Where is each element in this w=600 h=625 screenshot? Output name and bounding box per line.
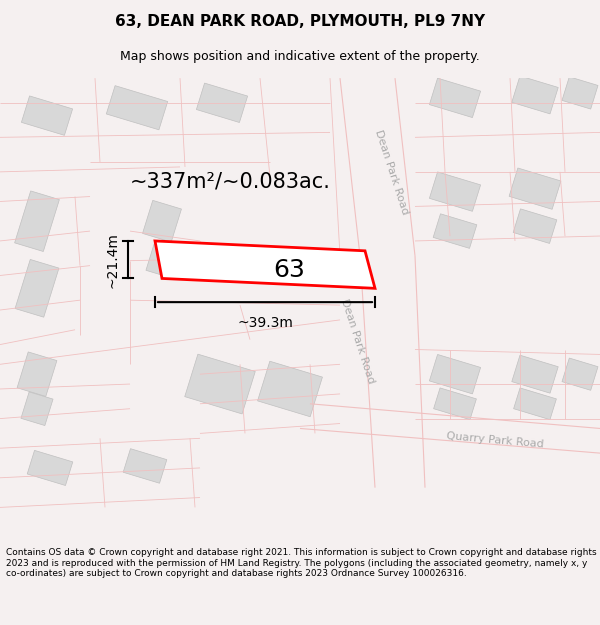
Polygon shape	[106, 86, 167, 130]
Text: Map shows position and indicative extent of the property.: Map shows position and indicative extent…	[120, 50, 480, 62]
Polygon shape	[27, 451, 73, 486]
Polygon shape	[562, 77, 598, 109]
Polygon shape	[146, 244, 178, 278]
Text: Quarry Park Road: Quarry Park Road	[446, 431, 544, 449]
Polygon shape	[433, 214, 477, 248]
Polygon shape	[257, 361, 322, 417]
Text: 63: 63	[274, 258, 305, 282]
Polygon shape	[434, 388, 476, 419]
Polygon shape	[15, 259, 59, 317]
Polygon shape	[21, 392, 53, 426]
Polygon shape	[512, 76, 558, 114]
Polygon shape	[14, 191, 59, 251]
Polygon shape	[17, 352, 57, 396]
Polygon shape	[155, 241, 375, 288]
Text: 63, DEAN PARK ROAD, PLYMOUTH, PL9 7NY: 63, DEAN PARK ROAD, PLYMOUTH, PL9 7NY	[115, 14, 485, 29]
Polygon shape	[430, 78, 481, 118]
Text: ~39.3m: ~39.3m	[237, 316, 293, 330]
Text: ~337m²/~0.083ac.: ~337m²/~0.083ac.	[130, 172, 331, 192]
Text: ~21.4m: ~21.4m	[106, 232, 120, 288]
Polygon shape	[430, 354, 481, 394]
Polygon shape	[123, 449, 167, 483]
Polygon shape	[509, 168, 561, 209]
Text: Contains OS data © Crown copyright and database right 2021. This information is : Contains OS data © Crown copyright and d…	[6, 549, 596, 578]
Polygon shape	[143, 201, 181, 242]
Polygon shape	[512, 355, 558, 393]
Polygon shape	[22, 96, 73, 136]
Polygon shape	[513, 209, 557, 243]
Polygon shape	[430, 172, 481, 211]
Polygon shape	[514, 388, 556, 419]
Polygon shape	[196, 83, 248, 122]
Text: Dean Park Road: Dean Park Road	[374, 128, 410, 216]
Text: Dean Park Road: Dean Park Road	[340, 298, 376, 385]
Polygon shape	[185, 354, 255, 414]
Polygon shape	[562, 358, 598, 390]
